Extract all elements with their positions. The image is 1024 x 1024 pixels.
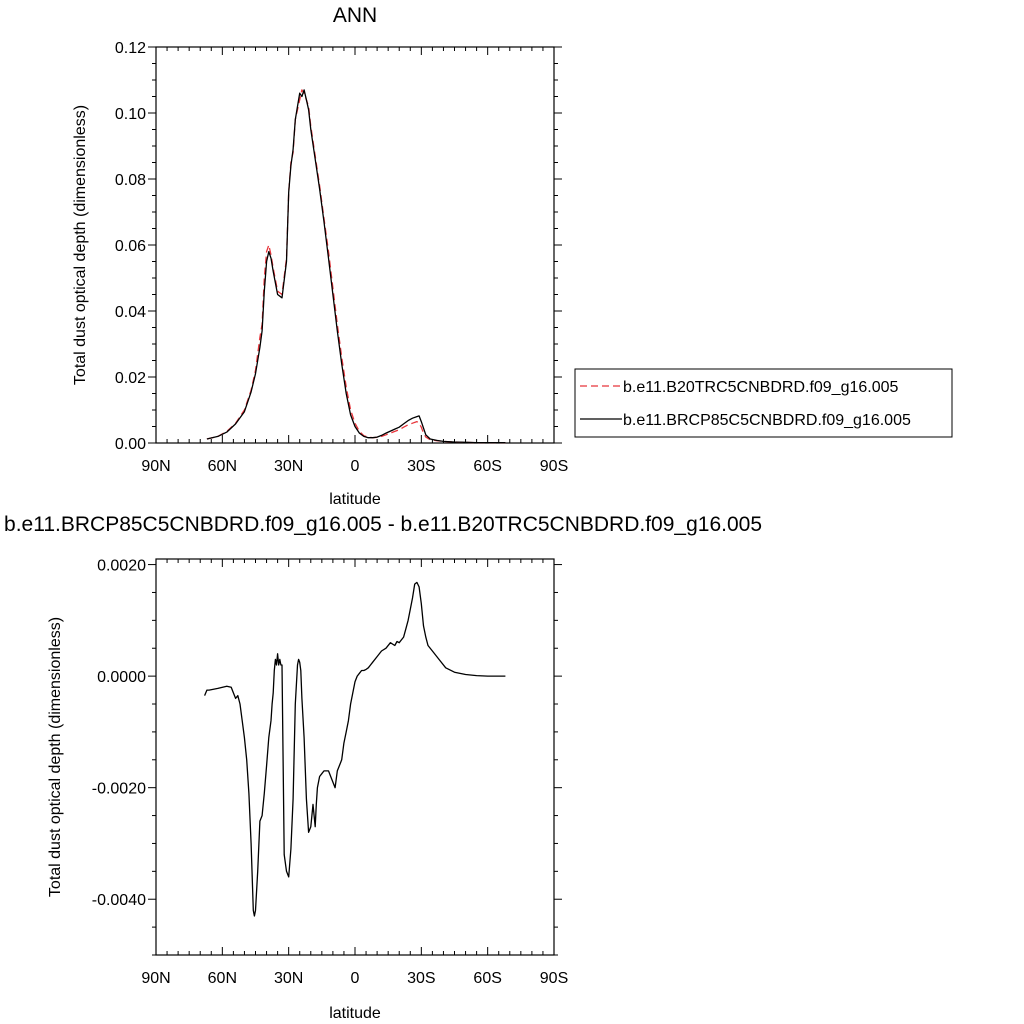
legend-entry-historical: b.e11.B20TRC5CNBDRD.f09_g16.005 — [623, 379, 899, 396]
x-tick-label: 90S — [540, 970, 568, 987]
bottom-y-tick-labels: 0.0020 0.0000 -0.0020 -0.0040 — [92, 558, 146, 910]
top-plot-frame — [155, 46, 555, 444]
x-tick-label: 30S — [407, 970, 435, 987]
y-tick-label: -0.0040 — [92, 892, 146, 909]
series-line-0-0 — [206, 89, 506, 444]
top-x-axis-label: latitude — [329, 491, 381, 508]
y-tick-label: 0.04 — [115, 304, 146, 321]
x-tick-label: 0 — [351, 458, 360, 475]
bottom-x-tick-labels: 90N 60N 30N 0 30S 60S 90S — [141, 970, 568, 987]
bottom-plot-frame — [155, 558, 555, 956]
top-panel: ANN 90N 60N 30N 0 30S 60S 90S 0.00 0.02 0.04 0.06… — [72, 4, 568, 508]
legend: b.e11.B20TRC5CNBDRD.f09_g16.005 b.e11.BR… — [574, 368, 953, 438]
x-tick-label: 30N — [274, 458, 303, 475]
y-tick-label: 0.02 — [115, 370, 146, 387]
bottom-chart-title: b.e11.BRCP85C5CNBDRD.f09_g16.005 - b.e11… — [4, 513, 762, 536]
x-tick-label: 30S — [407, 458, 435, 475]
x-tick-label: 60S — [473, 970, 501, 987]
x-tick-label: 60N — [208, 458, 237, 475]
series-line-0-1 — [206, 89, 506, 444]
bottom-x-axis-label: latitude — [329, 1005, 381, 1022]
x-tick-label: 90N — [141, 970, 170, 987]
bottom-y-axis-label: Total dust optical depth (dimensionless) — [47, 617, 64, 897]
y-tick-label: 0.08 — [115, 172, 146, 189]
bottom-series-lines — [204, 581, 506, 917]
top-x-tick-labels: 90N 60N 30N 0 30S 60S 90S — [141, 458, 568, 475]
x-tick-label: 60N — [208, 970, 237, 987]
x-tick-label: 30N — [274, 970, 303, 987]
y-tick-label: 0.0000 — [97, 669, 146, 686]
x-tick-label: 0 — [351, 970, 360, 987]
legend-box — [574, 368, 953, 438]
y-tick-label: -0.0020 — [92, 781, 146, 798]
y-tick-label: 0.06 — [115, 238, 146, 255]
x-tick-label: 90S — [540, 458, 568, 475]
legend-entry-rcp85: b.e11.BRCP85C5CNBDRD.f09_g16.005 — [623, 412, 911, 429]
y-tick-label: 0.0020 — [97, 558, 146, 575]
top-axis-ticks — [148, 46, 562, 444]
x-tick-label: 60S — [473, 458, 501, 475]
bottom-panel: b.e11.BRCP85C5CNBDRD.f09_g16.005 - b.e11… — [4, 513, 762, 1022]
y-tick-label: 0.12 — [115, 40, 146, 57]
top-y-tick-labels: 0.00 0.02 0.04 0.06 0.08 0.10 0.12 — [115, 40, 146, 453]
bottom-axis-ticks — [148, 559, 562, 956]
top-y-axis-label: Total dust optical depth (dimensionless) — [72, 105, 89, 385]
top-chart-title: ANN — [333, 4, 377, 27]
y-tick-label: 0.10 — [115, 106, 146, 123]
series-line-1-0 — [204, 581, 506, 917]
y-tick-label: 0.00 — [115, 436, 146, 453]
top-series-lines — [206, 89, 506, 444]
x-tick-label: 90N — [141, 458, 170, 475]
